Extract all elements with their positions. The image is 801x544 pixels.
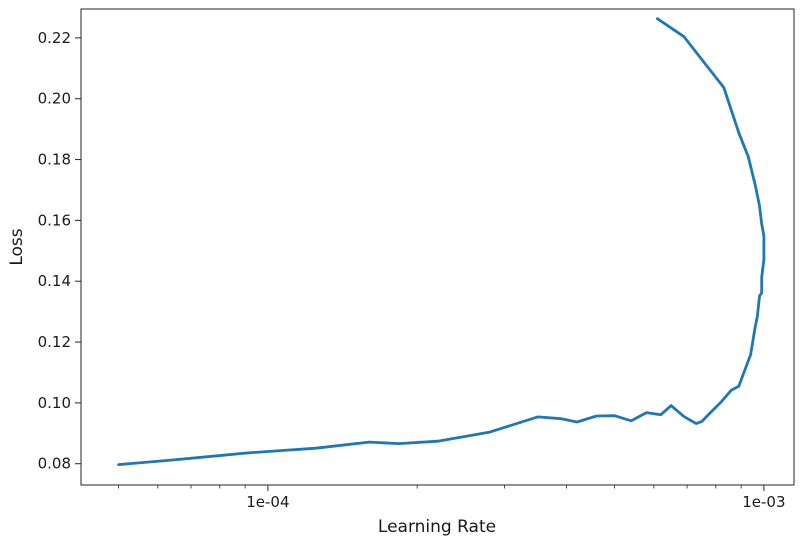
y-tick-label: 0.08 <box>38 455 71 473</box>
plot-frame <box>80 8 795 486</box>
loss-series-line <box>117 17 766 467</box>
x-minor-ticks <box>118 485 742 489</box>
y-tick-label: 0.22 <box>38 29 71 47</box>
x-axis-ticks: 1e-04 1e-03 <box>246 485 786 511</box>
y-tick-label: 0.18 <box>38 151 71 169</box>
x-axis-label: Learning Rate <box>378 517 496 537</box>
x-tick-label: 1e-04 <box>246 493 289 511</box>
y-axis-label: Loss <box>7 228 27 265</box>
y-axis-ticks: 0.08 0.10 0.12 0.14 0.16 0.18 0.20 0.22 <box>38 29 81 473</box>
x-tick-label: 1e-03 <box>742 493 785 511</box>
y-tick-label: 0.12 <box>38 333 71 351</box>
y-tick-label: 0.20 <box>38 90 71 108</box>
y-tick-label: 0.10 <box>38 394 71 412</box>
plot-background <box>81 9 794 485</box>
y-tick-label: 0.16 <box>38 211 71 229</box>
y-tick-label: 0.14 <box>38 272 71 290</box>
